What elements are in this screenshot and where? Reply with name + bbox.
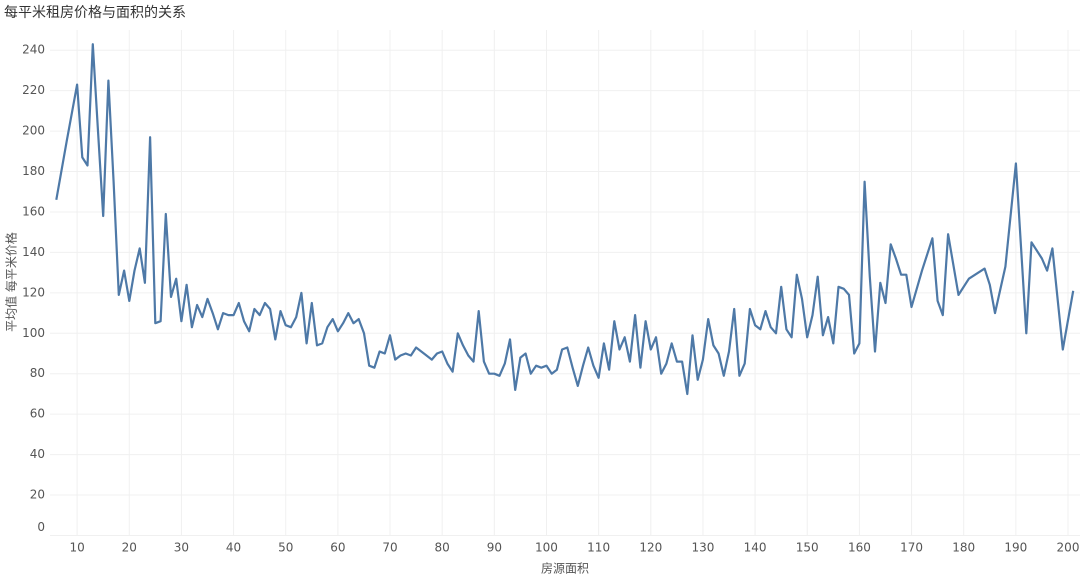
x-tick-label: 130	[691, 541, 714, 555]
x-tick-label: 200	[1057, 541, 1080, 555]
x-tick-label: 100	[535, 541, 558, 555]
x-tick-label: 140	[744, 541, 767, 555]
y-tick-label: 100	[22, 326, 45, 340]
x-tick-label: 150	[796, 541, 819, 555]
y-tick-label: 0	[37, 520, 45, 534]
y-tick-label: 200	[22, 124, 45, 138]
y-tick-label: 140	[22, 245, 45, 259]
chart-title: 每平米租房价格与面积的关系	[4, 5, 186, 21]
x-tick-label: 90	[487, 541, 502, 555]
y-tick-label: 80	[30, 366, 45, 380]
x-tick-label: 180	[952, 541, 975, 555]
x-tick-label: 60	[330, 541, 345, 555]
x-tick-label: 50	[278, 541, 293, 555]
y-tick-label: 240	[22, 43, 45, 57]
y-tick-label: 180	[22, 164, 45, 178]
x-tick-label: 170	[900, 541, 923, 555]
x-tick-label: 40	[226, 541, 241, 555]
x-tick-label: 190	[1004, 541, 1027, 555]
y-tick-label: 160	[22, 204, 45, 218]
x-tick-label: 20	[122, 541, 137, 555]
x-tick-label: 80	[435, 541, 450, 555]
y-tick-label: 220	[22, 83, 45, 97]
y-tick-label: 20	[30, 488, 45, 502]
y-axis-label: 平均值 每平米价格	[4, 232, 19, 332]
x-tick-label: 160	[848, 541, 871, 555]
y-tick-label: 40	[30, 447, 45, 461]
data-line	[55, 43, 1075, 396]
x-tick-label: 10	[69, 541, 84, 555]
y-tick-label: 60	[30, 407, 45, 421]
x-tick-label: 120	[639, 541, 662, 555]
x-tick-label: 70	[382, 541, 397, 555]
x-tick-label: 30	[174, 541, 189, 555]
x-axis-label: 房源面积	[541, 561, 589, 576]
y-tick-label: 120	[22, 285, 45, 299]
x-tick-label: 110	[587, 541, 610, 555]
